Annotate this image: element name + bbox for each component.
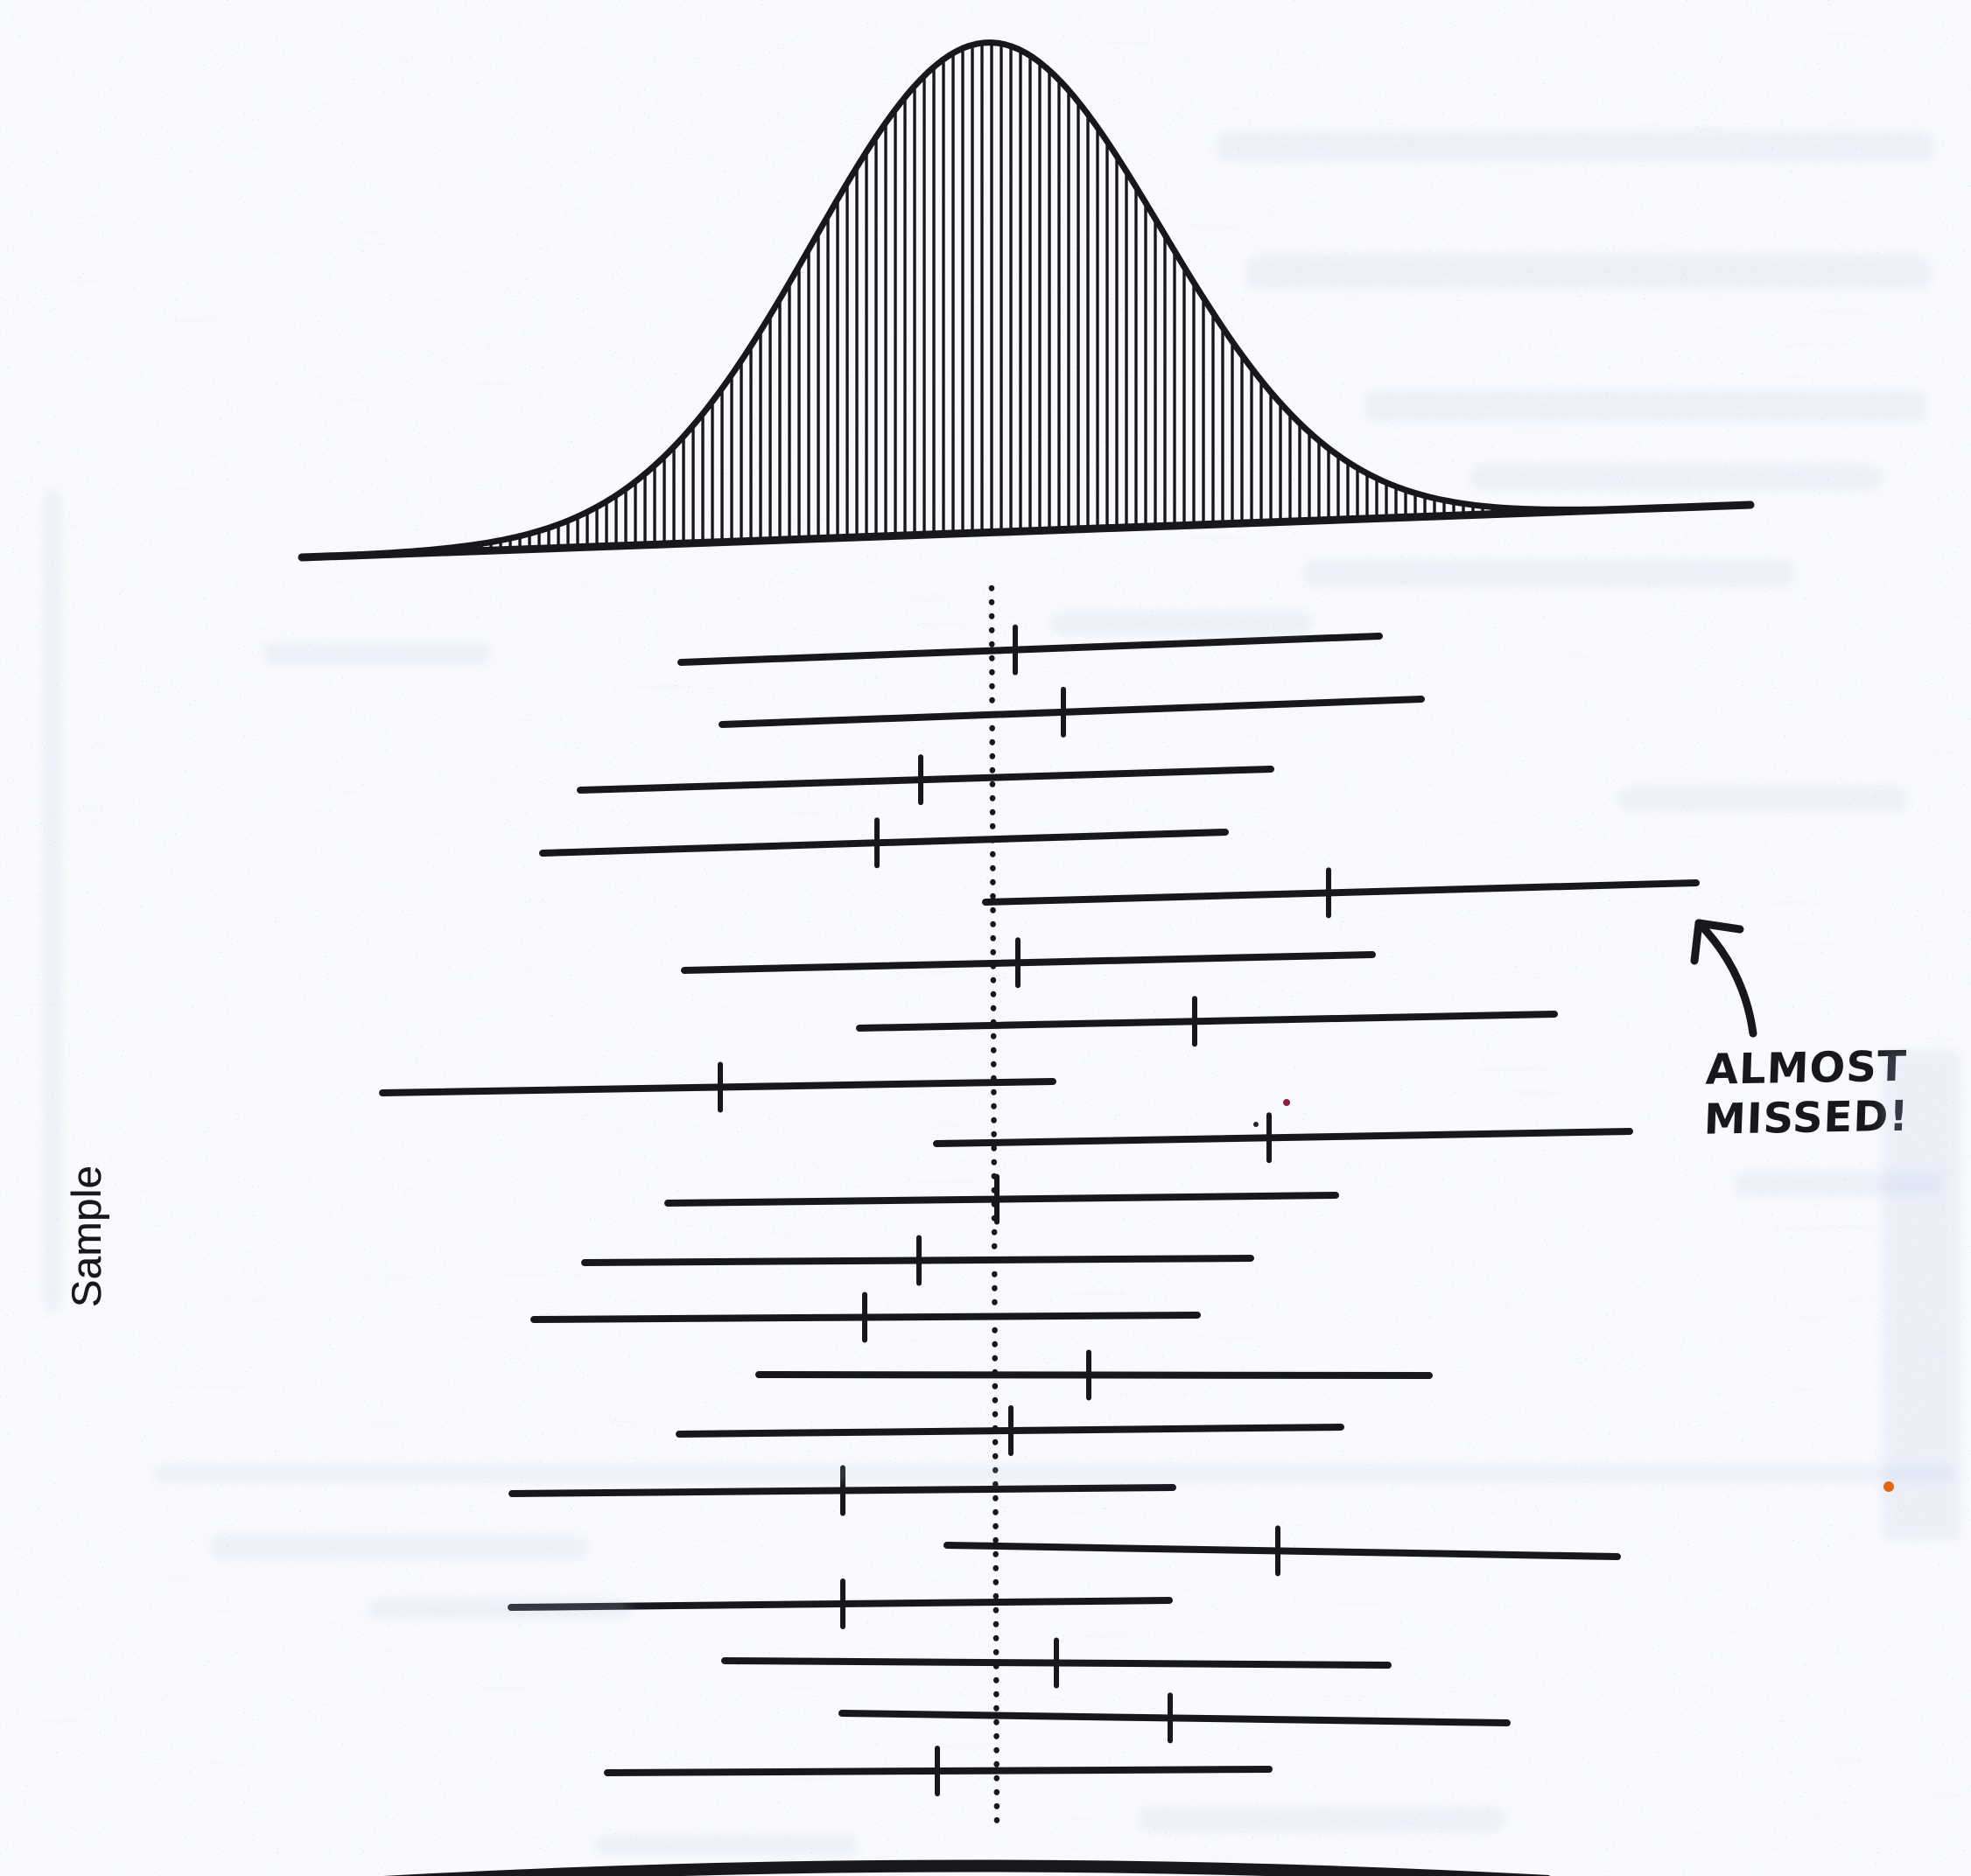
interval-12 xyxy=(530,1292,1201,1343)
ghost-ink-smudge xyxy=(595,1836,858,1855)
interval-19 xyxy=(838,1692,1511,1744)
ghost-ink-smudge xyxy=(1304,560,1794,586)
interval-5-almost-missed xyxy=(982,867,1700,919)
ghost-ink-smudge xyxy=(1882,1050,1960,1540)
interval-14 xyxy=(676,1404,1344,1456)
interval-1 xyxy=(677,624,1383,676)
interval-15 xyxy=(509,1465,1176,1516)
ghost-ink-smudge xyxy=(368,1600,630,1619)
interval-9 xyxy=(933,1112,1633,1164)
interval-3 xyxy=(577,754,1274,806)
ghost-ink-smudge xyxy=(1138,1808,1505,1830)
ink-speck xyxy=(1253,1122,1259,1127)
interval-11 xyxy=(581,1235,1254,1286)
ghost-ink-smudge xyxy=(1050,612,1313,634)
interval-6 xyxy=(681,937,1376,989)
interval-18 xyxy=(721,1637,1392,1689)
ghost-ink-smudge xyxy=(1217,131,1934,161)
ghost-ink-smudge xyxy=(46,490,60,1312)
interval-10 xyxy=(664,1173,1339,1225)
interval-17 xyxy=(508,1578,1173,1629)
interval-2 xyxy=(719,686,1425,738)
bell-curve-baseline xyxy=(298,500,1755,562)
ghost-ink-smudge xyxy=(1247,256,1930,289)
confidence-intervals xyxy=(379,624,1700,1797)
ghost-ink-smudge xyxy=(1619,788,1908,810)
interval-20 xyxy=(604,1746,1273,1797)
ghost-ink-smudge xyxy=(1365,390,1925,422)
ghost-ink-smudge xyxy=(210,1536,586,1558)
interval-4 xyxy=(539,817,1229,869)
y-axis-label: Sample xyxy=(62,1165,109,1308)
population-mean-dotted-line xyxy=(988,584,1000,1831)
ink-speck xyxy=(1283,1099,1290,1106)
ghost-ink-smudge xyxy=(1470,466,1882,490)
ink-speck xyxy=(1883,1481,1894,1492)
interval-13 xyxy=(755,1349,1433,1401)
annotation-arrow xyxy=(1690,919,1757,1038)
interval-8 xyxy=(379,1061,1056,1113)
interval-7 xyxy=(856,996,1558,1047)
interval-16 xyxy=(943,1525,1621,1577)
next-figure-arc xyxy=(383,1859,1550,1876)
bell-curve-outline xyxy=(304,39,1748,561)
ghost-ink-smudge xyxy=(153,1466,1956,1480)
ghost-ink-smudge xyxy=(263,643,490,664)
ghost-ink-smudge xyxy=(1733,1172,1943,1195)
